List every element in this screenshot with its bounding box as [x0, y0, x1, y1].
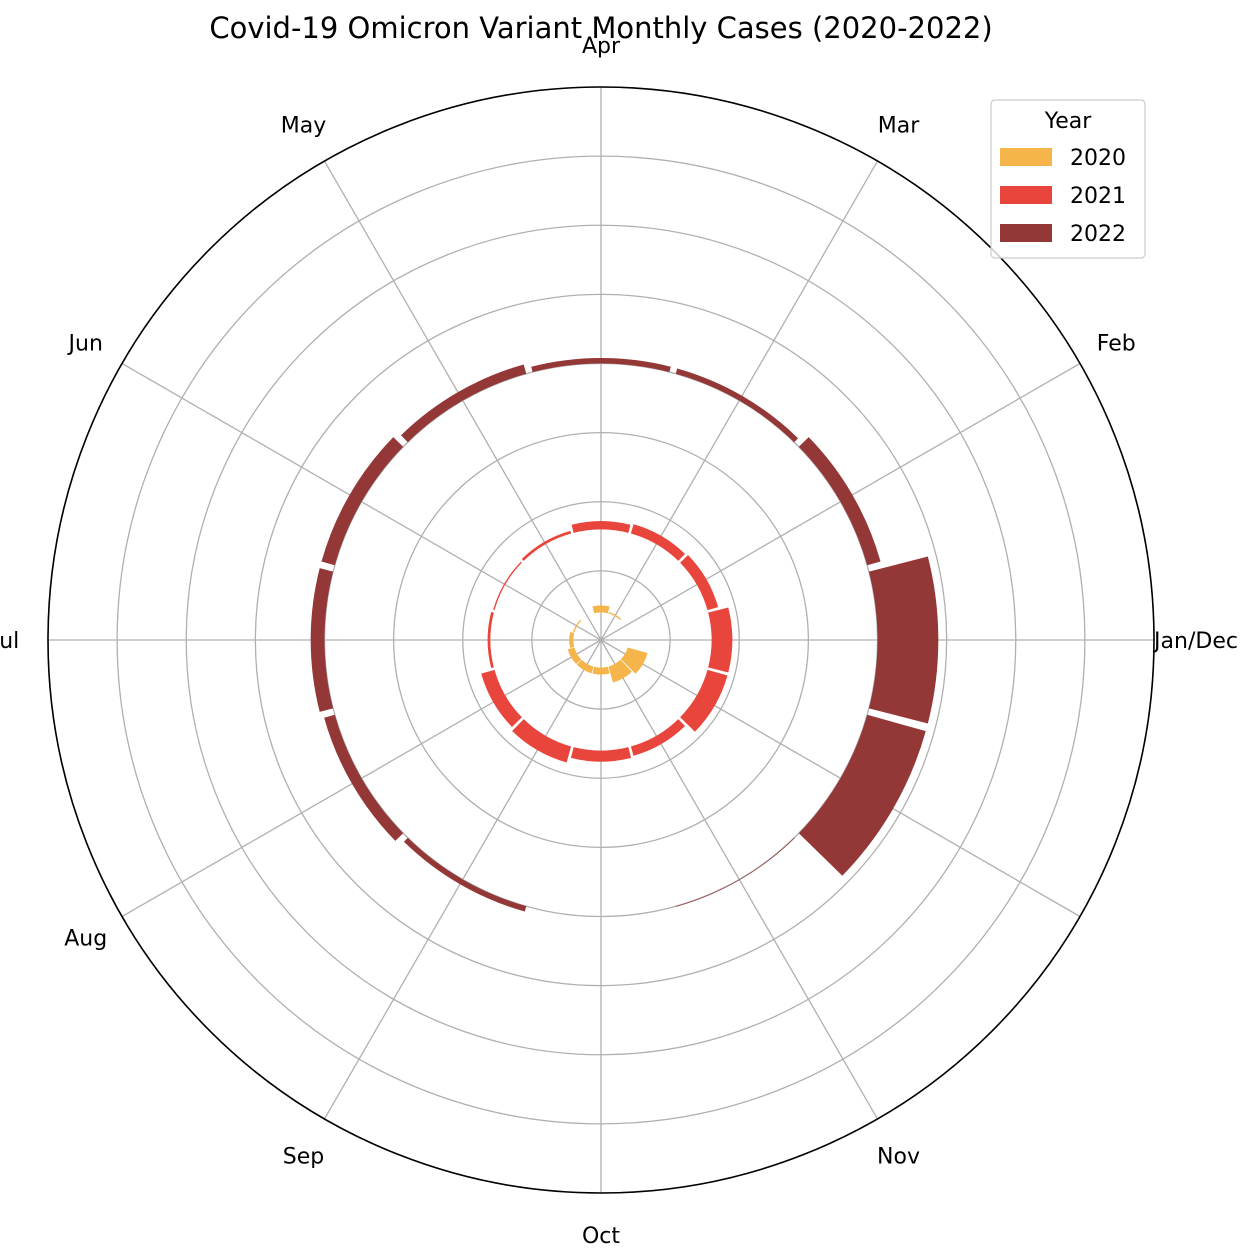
- angle-tick-label: Oct: [582, 1224, 620, 1248]
- legend-items: 2020 2021 2022: [1000, 146, 1126, 247]
- bar-2022-jun: [321, 437, 404, 566]
- bar-2022-feb: [798, 437, 881, 566]
- legend: Year 2020 2021 2022: [990, 99, 1146, 259]
- bar-2021-may: [521, 530, 572, 561]
- angle-tick-labels: Jan/Dec Feb Mar Apr May Jun Jul Aug Sep Oct Nov: [0, 34, 1238, 1248]
- bar-2021-dec: [680, 669, 728, 732]
- bar-2022-jul: [310, 568, 334, 712]
- angle-tick-label: Jul: [0, 629, 19, 654]
- legend-title: Year: [1044, 109, 1093, 134]
- bar-2021-apr: [571, 521, 631, 533]
- angle-tick-label: Aug: [64, 927, 107, 952]
- bar-2022-may: [401, 364, 527, 443]
- bar-2022-sep: [403, 837, 527, 912]
- bar-2021-jan: [708, 607, 733, 673]
- bar-2020-oct: [592, 666, 610, 675]
- bar-2022-dec: [798, 714, 926, 876]
- bar-2022-aug: [324, 714, 404, 841]
- bar-2021-aug: [481, 669, 522, 727]
- angle-tick-label: Mar: [878, 114, 920, 139]
- angle-tick-label: Sep: [283, 1144, 324, 1169]
- legend-label-2021: 2021: [1070, 184, 1126, 209]
- bar-2022-apr: [531, 357, 671, 373]
- bar-2021-mar: [630, 524, 686, 561]
- legend-label-2022: 2022: [1070, 222, 1126, 247]
- bar-2020-nov: [608, 659, 632, 683]
- bar-2021-jul: [487, 611, 494, 669]
- bar-2020-sep: [576, 659, 594, 674]
- bar-2021-oct: [570, 747, 632, 762]
- angle-tick-label: Feb: [1097, 332, 1136, 357]
- angle-tick-label: May: [281, 114, 326, 139]
- legend-frame: [990, 99, 1146, 259]
- bar-2021-sep: [512, 719, 572, 763]
- bar-2022-mar: [675, 368, 799, 443]
- chart-title: Covid-19 Omicron Variant Monthly Cases (…: [209, 11, 992, 45]
- bar-2020-jul: [569, 632, 575, 648]
- angle-tick-label: Jan/Dec: [1152, 629, 1238, 654]
- bar-2021-feb: [680, 554, 719, 611]
- legend-swatch-2022: [1000, 224, 1052, 242]
- angle-tick-label: Jun: [67, 332, 103, 357]
- bar-2022-jan: [868, 556, 939, 724]
- bar-2020-mar: [608, 612, 622, 621]
- bar-2020-dec: [620, 647, 648, 674]
- polar-frame: [47, 86, 1155, 1194]
- legend-swatch-2021: [1000, 186, 1052, 204]
- legend-label-2020: 2020: [1070, 146, 1126, 171]
- angle-tick-label: Nov: [877, 1144, 920, 1169]
- bar-2020-aug: [567, 647, 582, 665]
- polar-grid: [47, 86, 1155, 1194]
- angle-tick-label: Apr: [582, 34, 621, 59]
- bars: [310, 357, 939, 912]
- bar-2021-nov: [630, 719, 686, 756]
- bar-2020-jun: [573, 619, 582, 633]
- bar-2020-apr: [592, 605, 610, 614]
- legend-swatch-2020: [1000, 148, 1052, 166]
